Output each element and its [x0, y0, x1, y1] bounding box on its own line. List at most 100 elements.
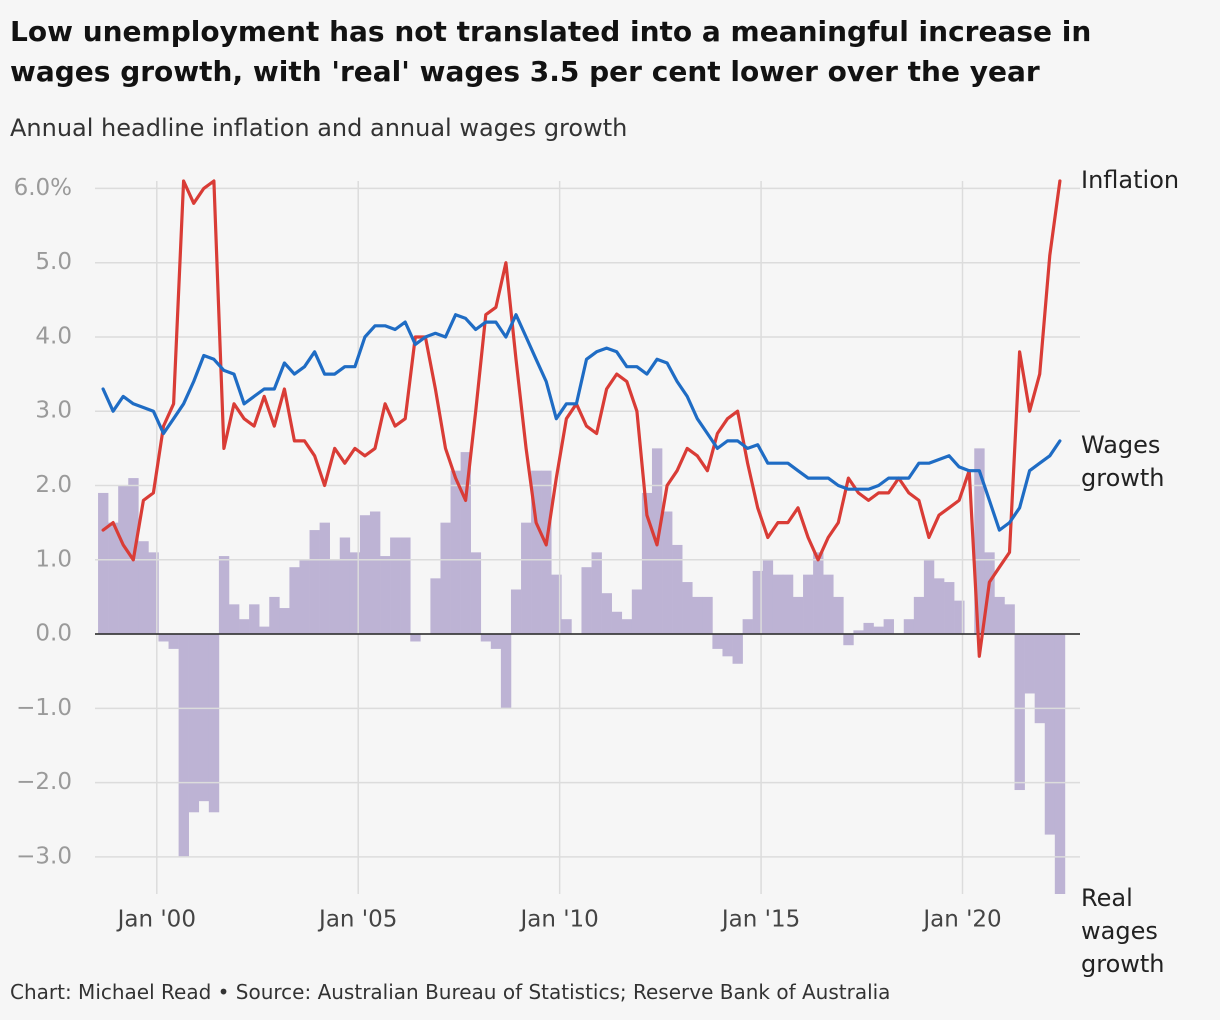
bar: [813, 552, 824, 635]
bar: [359, 515, 371, 635]
bar: [692, 596, 703, 635]
bar: [551, 574, 562, 635]
bar: [228, 604, 240, 635]
y-tick-label: 2.0: [35, 472, 72, 498]
bar: [641, 492, 653, 635]
bar: [742, 619, 753, 635]
bar: [581, 567, 592, 635]
bar: [702, 596, 713, 635]
bar: [561, 619, 572, 635]
bar: [631, 589, 643, 635]
bar: [853, 630, 864, 635]
bar: [843, 634, 854, 646]
legend-label: Real wages growth: [1081, 884, 1165, 978]
bar: [772, 574, 784, 635]
line: [101, 179, 1062, 658]
y-tick-label: −1.0: [16, 695, 72, 721]
legend-label: Inflation: [1081, 166, 1180, 194]
bar: [601, 593, 612, 635]
bar: [430, 578, 441, 635]
y-tick-label: 0.0: [35, 621, 72, 647]
bar: [259, 626, 270, 635]
bar: [833, 596, 844, 635]
bar: [98, 492, 109, 635]
bar: [722, 634, 733, 657]
bar: [480, 634, 492, 642]
bar: [803, 574, 814, 635]
y-tick-label: 4.0: [35, 323, 72, 349]
bar: [1004, 604, 1015, 635]
bar: [541, 470, 552, 635]
bar: [1034, 634, 1046, 724]
bar: [762, 559, 774, 635]
bar: [591, 552, 602, 635]
bar: [390, 537, 401, 635]
bar: [1044, 634, 1056, 835]
bar: [913, 596, 925, 635]
bar: [460, 452, 471, 635]
bar: [410, 634, 421, 642]
bar: [944, 582, 955, 635]
bar: [672, 544, 683, 635]
bar: [1014, 634, 1025, 791]
bar: [249, 604, 260, 635]
bar: [450, 470, 461, 635]
bar: [974, 448, 985, 635]
bar: [279, 608, 290, 635]
bar: [470, 552, 482, 635]
chart-title: Low unemployment has not translated into…: [10, 15, 1092, 88]
bar: [148, 552, 159, 635]
line: [101, 313, 1062, 532]
bar: [349, 552, 361, 635]
y-tick-label: −2.0: [16, 769, 72, 795]
bar: [309, 530, 320, 635]
bar: [269, 596, 280, 635]
bar: [289, 567, 300, 635]
bar: [339, 537, 351, 635]
bar: [138, 541, 149, 635]
bar: [158, 634, 169, 642]
bar: [873, 626, 884, 635]
bar: [903, 619, 915, 635]
x-tick-label: Jan '05: [317, 907, 397, 933]
bar: [611, 611, 623, 635]
bar: [380, 556, 391, 635]
bar: [500, 634, 512, 709]
bar: [490, 634, 502, 649]
bar: [682, 582, 693, 635]
x-tick-label: Jan '00: [116, 907, 196, 933]
bar: [782, 574, 794, 635]
bar: [319, 522, 330, 635]
bar: [863, 622, 874, 635]
bar: [994, 596, 1005, 635]
x-tick-label: Jan '15: [720, 907, 800, 933]
y-tick-label: 1.0: [35, 546, 72, 572]
bar: [108, 522, 119, 635]
bar: [329, 559, 341, 635]
bar: [823, 574, 834, 635]
bar: [712, 634, 723, 649]
bar: [923, 559, 935, 635]
bar: [984, 552, 995, 635]
bar: [1054, 634, 1066, 894]
bar: [732, 634, 743, 664]
bar: [198, 634, 210, 802]
bar: [440, 522, 451, 635]
chart-subtitle: Annual headline inflation and annual wag…: [10, 114, 628, 142]
bar: [792, 596, 804, 635]
y-tick-label: −3.0: [16, 843, 72, 869]
bar: [208, 634, 220, 813]
bar: [239, 619, 250, 635]
y-tick-label: 6.0%: [14, 175, 72, 201]
y-tick-label: 5.0: [35, 249, 72, 275]
bar: [531, 470, 542, 635]
bar: [933, 578, 945, 635]
bar: [883, 619, 894, 635]
bar: [188, 634, 200, 813]
y-tick-label: 3.0: [35, 398, 72, 424]
bar: [400, 537, 411, 635]
bar: [954, 600, 965, 635]
x-tick-label: Jan '20: [921, 907, 1001, 933]
